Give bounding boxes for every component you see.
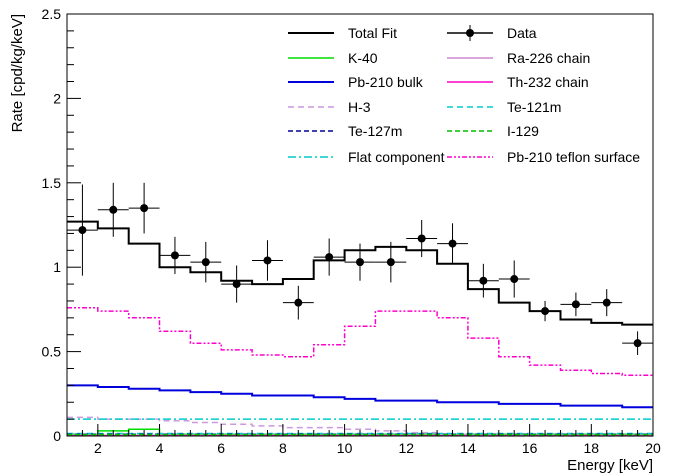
- data-point-marker: [479, 276, 488, 285]
- data-point: [591, 289, 623, 317]
- data-point: [560, 292, 592, 317]
- legend-entry-te-121m: Te-121m: [447, 99, 561, 115]
- legend-entry-th-232-chain: Th-232 chain: [447, 74, 589, 90]
- y-tick-label: 2: [53, 90, 61, 106]
- data-point-marker: [386, 258, 395, 267]
- data-point-marker: [571, 300, 580, 309]
- x-tick-label: 12: [398, 440, 414, 456]
- x-tick-label: 2: [94, 440, 102, 456]
- data-point: [437, 223, 468, 264]
- legend-label: K-40: [348, 50, 378, 66]
- data-point: [221, 265, 253, 303]
- data-point-marker: [633, 339, 642, 348]
- legend-entry-pb-210-teflon-surface: Pb-210 teflon surface: [447, 149, 640, 165]
- legend-label: Te-127m: [348, 123, 402, 139]
- data-point-marker: [140, 204, 149, 213]
- x-tick-label: 20: [645, 440, 661, 456]
- legend-entry-i-129: I-129: [447, 123, 539, 139]
- x-tick-label: 10: [337, 440, 353, 456]
- x-tick-label: 18: [584, 440, 600, 456]
- data-point: [622, 331, 653, 355]
- axis-ticks: 2 4 6 8 10 12 14 16 18 20 0 0.5 1 1.5 2 2.5: [42, 6, 661, 456]
- data-point-marker: [263, 256, 272, 265]
- data-point-marker: [541, 307, 550, 316]
- data-point: [67, 184, 98, 276]
- data-point: [313, 238, 345, 276]
- legend-entry-k-40: K-40: [288, 50, 378, 66]
- data-point-marker: [294, 298, 303, 307]
- y-axis-label: Rate [cpd/kg/keV]: [9, 14, 26, 132]
- legend-label: Total Fit: [348, 25, 397, 41]
- legend-label: Te-121m: [507, 99, 561, 115]
- legend-label: Ra-226 chain: [507, 50, 590, 66]
- x-tick-label: 8: [279, 440, 287, 456]
- y-tick-label: 1: [53, 259, 61, 275]
- series-pb-210-teflon-surface-line: [67, 306, 653, 376]
- y-tick-label: 2.5: [42, 6, 62, 22]
- x-axis-label: Energy [keV]: [567, 457, 653, 474]
- data-point: [128, 182, 160, 234]
- legend-entry-total-fit: Total Fit: [288, 25, 397, 41]
- data-point: [375, 241, 407, 283]
- y-tick-label: 0: [53, 428, 61, 444]
- data-point-marker: [356, 258, 364, 267]
- data-points-layer: [67, 182, 653, 355]
- x-tick-label: 6: [217, 440, 225, 456]
- data-point: [97, 182, 129, 237]
- data-point: [529, 300, 561, 322]
- data-point-marker: [201, 258, 210, 267]
- data-point: [498, 260, 530, 298]
- data-point-marker: [417, 234, 426, 243]
- legend-entry-te-127m: Te-127m: [288, 123, 402, 139]
- data-point: [467, 263, 499, 298]
- legend-label: Pb-210 teflon surface: [507, 149, 640, 165]
- legend-entry-data: Data: [447, 25, 537, 41]
- legend-label: H-3: [348, 99, 371, 115]
- data-point-marker: [232, 280, 241, 289]
- legend-entry-ra-226-chain: Ra-226 chain: [447, 50, 590, 66]
- data-point: [282, 285, 314, 320]
- data-point-marker: [448, 239, 457, 248]
- series-pb-210-bulk-line: [67, 384, 653, 409]
- data-point-marker: [325, 253, 334, 262]
- legend-label: Data: [507, 25, 537, 41]
- legend-entry-pb-210-bulk: Pb-210 bulk: [288, 74, 424, 90]
- data-point-marker: [602, 298, 611, 307]
- legend-entry-h-3: H-3: [288, 99, 371, 115]
- y-tick-label: 1.5: [42, 175, 62, 191]
- x-tick-label: 4: [156, 440, 164, 456]
- y-tick-label: 0.5: [42, 344, 62, 360]
- x-tick-label: 14: [460, 440, 476, 456]
- data-point: [252, 240, 283, 281]
- data-point: [344, 243, 376, 281]
- data-point: [406, 219, 438, 258]
- data-point-marker: [109, 205, 118, 214]
- legend-label: Th-232 chain: [507, 74, 589, 90]
- legend-label: Pb-210 bulk: [348, 74, 424, 90]
- data-point: [190, 241, 222, 283]
- data-point-marker: [170, 251, 179, 260]
- x-tick-label: 16: [522, 440, 538, 456]
- data-point: [159, 236, 191, 274]
- legend: Total Fit Data K-40 Ra-226 chain Pb-210 bulk…: [288, 25, 640, 165]
- legend-label: Flat component: [348, 149, 445, 165]
- legend-entry-flat-component: Flat component: [288, 149, 445, 165]
- data-point-marker: [78, 226, 87, 235]
- legend-label: I-129: [507, 123, 539, 139]
- data-point-marker: [510, 275, 519, 284]
